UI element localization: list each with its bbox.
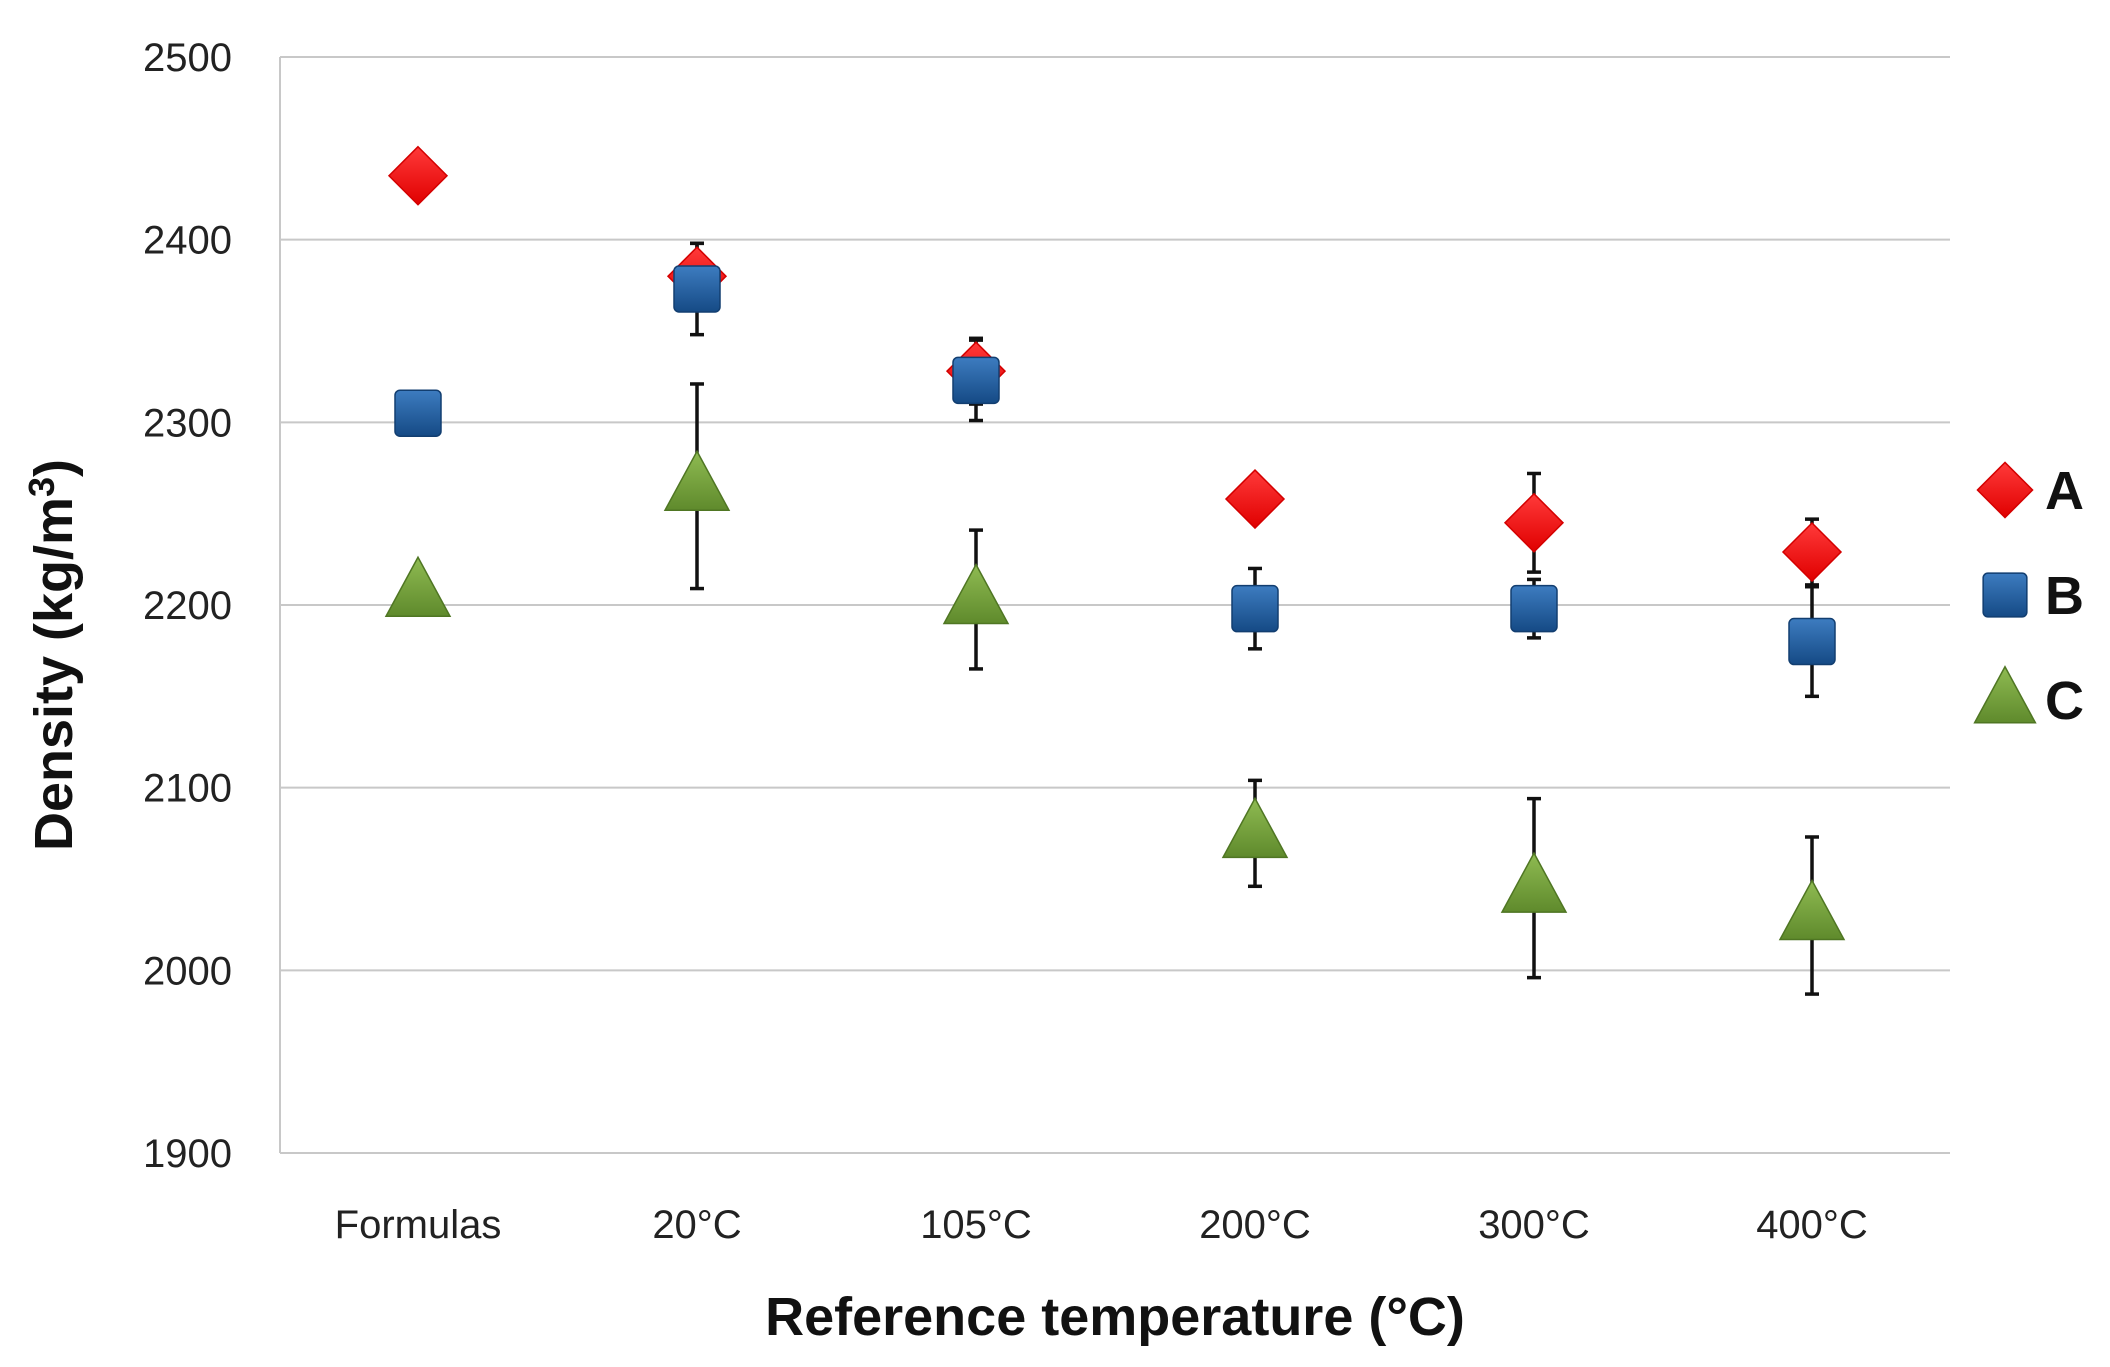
y-axis-ticks: 1900 2000 2100 2200 2300 2400 2500 (143, 36, 232, 1176)
x-axis-ticks: Formulas 20°C 105°C 200°C 300°C 400°C (335, 1203, 1868, 1247)
point-c (1500, 851, 1568, 913)
point-c (1221, 796, 1289, 859)
legend-label-a: A (2045, 461, 2084, 521)
x-tick-label: 400°C (1756, 1203, 1868, 1247)
y-tick-label: 2000 (143, 949, 232, 993)
point-b (952, 356, 1000, 405)
point-a (387, 145, 449, 206)
legend-label-b: B (2045, 566, 2084, 626)
x-tick-label: 300°C (1478, 1203, 1590, 1247)
point-b (1231, 584, 1279, 633)
legend-marker-b (1982, 572, 2028, 618)
x-tick-label: 200°C (1199, 1203, 1311, 1247)
point-a (1781, 521, 1843, 583)
legend-marker-c (1973, 665, 2037, 724)
y-tick-label: 2200 (143, 584, 232, 628)
y-axis-title-main: Density (kg/m (24, 497, 84, 851)
y-tick-label: 2300 (143, 401, 232, 445)
x-tick-label: 105°C (920, 1203, 1032, 1247)
point-a (1503, 492, 1565, 553)
x-tick-label: 20°C (652, 1203, 741, 1247)
gridlines (280, 56, 1950, 972)
legend-label-c: C (2045, 671, 2084, 731)
x-axis-title: Reference temperature (°C) (765, 1287, 1465, 1347)
point-b (673, 265, 721, 313)
legend-marker-a (1976, 461, 2034, 519)
point-b (1510, 584, 1558, 633)
y-tick-label: 2100 (143, 767, 232, 811)
point-c (1778, 878, 1846, 941)
axes (279, 57, 1950, 1154)
point-b (394, 389, 442, 437)
point-b (1788, 617, 1836, 666)
y-tick-label: 1900 (143, 1132, 232, 1176)
point-a (1224, 468, 1286, 530)
y-tick-label: 2500 (143, 36, 232, 80)
legend: ABC (1973, 461, 2084, 731)
y-axis-title: Density (kg/m3) (21, 459, 84, 851)
point-c (384, 555, 452, 617)
point-c (663, 449, 731, 512)
y-axis-title-superscript: 3 (21, 477, 62, 497)
y-axis-title-close: ) (24, 459, 84, 477)
x-tick-label: Formulas (335, 1203, 502, 1247)
data-points (384, 145, 1846, 941)
y-tick-label: 2400 (143, 219, 232, 263)
point-c (942, 562, 1010, 625)
